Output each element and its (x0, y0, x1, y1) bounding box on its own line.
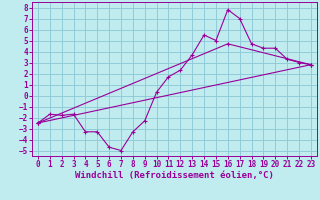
X-axis label: Windchill (Refroidissement éolien,°C): Windchill (Refroidissement éolien,°C) (75, 171, 274, 180)
